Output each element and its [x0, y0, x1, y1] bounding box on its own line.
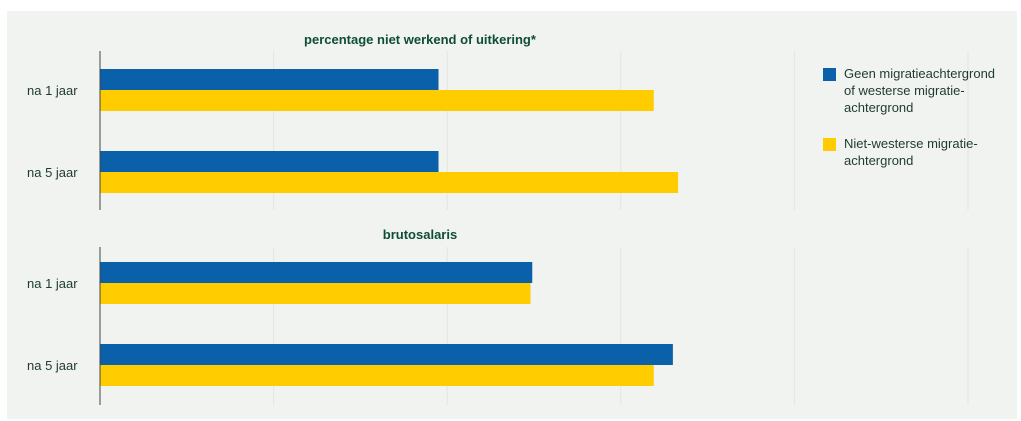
bar-yellow — [100, 365, 654, 386]
chart-frame: percentage niet werkend of uitkering* br… — [7, 11, 1017, 419]
legend-label: Niet-westerse migratie- — [844, 136, 978, 151]
chart-panel: na 1 jaar na 5 jaar — [27, 51, 969, 210]
bar-blue — [100, 344, 673, 365]
bar-chart: percentage niet werkend of uitkering* br… — [27, 32, 995, 405]
bar-yellow — [100, 283, 531, 304]
category-label: na 5 jaar — [27, 165, 78, 180]
legend-swatch — [823, 138, 836, 151]
bar-blue — [100, 262, 533, 283]
bar-blue — [100, 69, 439, 90]
bar-yellow — [100, 90, 654, 111]
legend: Geen migratieachtergrond of westerse migr… — [823, 66, 995, 168]
legend-label: of westerse migratie- — [844, 83, 965, 98]
legend-label: achtergrond — [844, 153, 913, 168]
bar-yellow — [100, 172, 679, 193]
legend-label: achtergrond — [844, 100, 913, 115]
chart-panel: na 1 jaar na 5 jaar — [27, 247, 969, 405]
category-label: na 1 jaar — [27, 276, 78, 291]
legend-label: Geen migratieachtergrond — [844, 66, 995, 81]
category-label: na 5 jaar — [27, 358, 78, 373]
panel-title: brutosalaris — [383, 227, 457, 242]
panel-title: percentage niet werkend of uitkering* — [304, 32, 537, 47]
legend-swatch — [823, 68, 836, 81]
legend-item: Niet-westerse migratie-achtergrond — [823, 136, 978, 168]
category-label: na 1 jaar — [27, 83, 78, 98]
bar-blue — [100, 151, 439, 172]
legend-item: Geen migratieachtergrond of westerse migr… — [823, 66, 995, 115]
